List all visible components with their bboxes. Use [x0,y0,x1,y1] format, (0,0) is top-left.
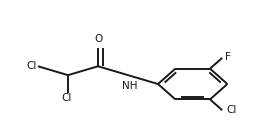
Text: Cl: Cl [226,105,237,115]
Text: Cl: Cl [26,61,37,71]
Text: Cl: Cl [61,93,72,103]
Text: O: O [94,34,102,43]
Text: NH: NH [122,81,137,91]
Text: F: F [225,51,231,62]
